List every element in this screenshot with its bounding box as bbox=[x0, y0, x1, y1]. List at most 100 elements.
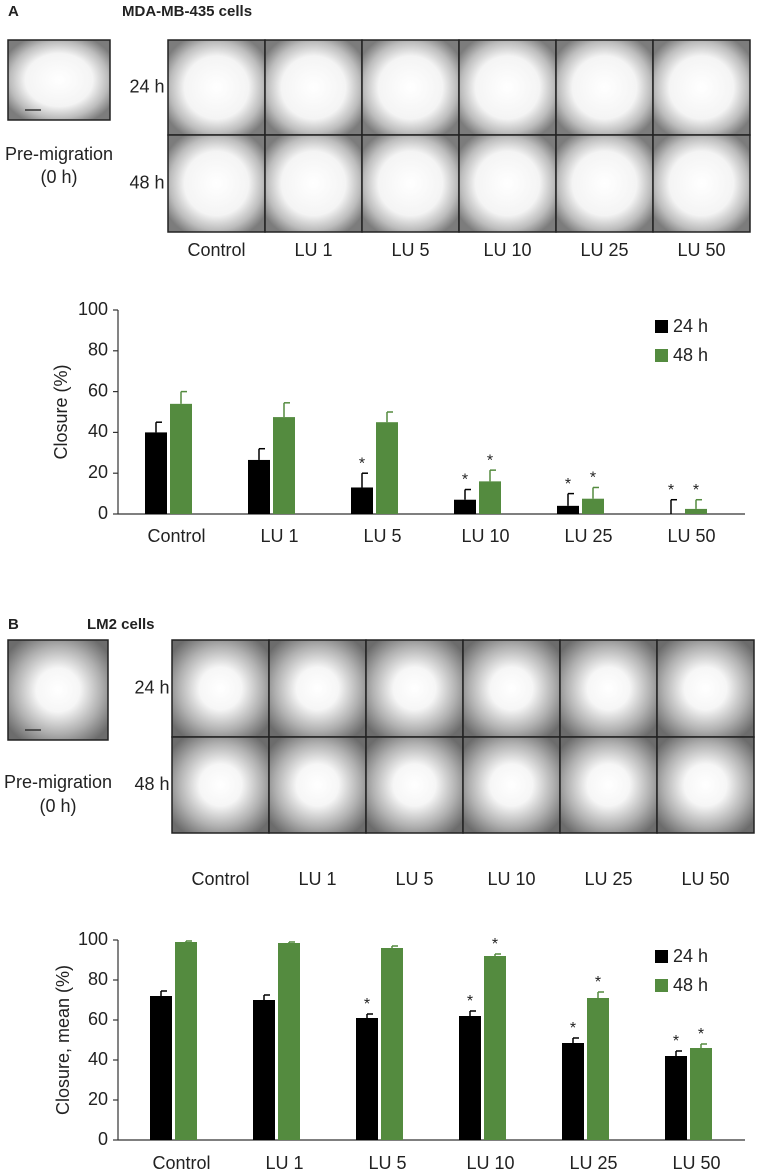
significance-marker: * bbox=[487, 452, 493, 469]
micrograph bbox=[361, 39, 460, 136]
column-label: LU 10 bbox=[483, 240, 531, 260]
x-tick-label: LU 25 bbox=[569, 1153, 617, 1172]
legend-label: 24 h bbox=[673, 946, 708, 966]
column-label: LU 1 bbox=[294, 240, 332, 260]
bar bbox=[557, 505, 579, 514]
x-tick-label: LU 10 bbox=[466, 1153, 514, 1172]
y-tick-label: 80 bbox=[88, 969, 108, 989]
bar bbox=[459, 1016, 481, 1140]
significance-marker: * bbox=[673, 1033, 679, 1050]
column-label: LU 5 bbox=[395, 869, 433, 889]
bar bbox=[278, 943, 300, 1140]
y-tick-label: 0 bbox=[98, 1129, 108, 1149]
legend-swatch bbox=[655, 320, 668, 333]
micrograph bbox=[268, 736, 367, 834]
micrograph bbox=[458, 134, 557, 233]
y-tick-label: 40 bbox=[88, 421, 108, 441]
significance-marker: * bbox=[693, 482, 699, 499]
micrograph bbox=[264, 134, 363, 233]
bar bbox=[376, 422, 398, 514]
bar bbox=[351, 487, 373, 514]
significance-marker: * bbox=[595, 974, 601, 991]
column-label: LU 1 bbox=[298, 869, 336, 889]
row-label: 48 h bbox=[129, 172, 164, 192]
legend-swatch bbox=[655, 349, 668, 362]
y-tick-label: 20 bbox=[88, 1089, 108, 1109]
y-tick-label: 100 bbox=[78, 929, 108, 949]
panel-label: A bbox=[8, 3, 19, 20]
micrograph bbox=[555, 134, 654, 233]
micrograph bbox=[559, 639, 658, 738]
column-label: Control bbox=[191, 869, 249, 889]
bar bbox=[356, 1018, 378, 1140]
micrograph bbox=[555, 39, 654, 136]
column-label: LU 5 bbox=[391, 240, 429, 260]
micrograph bbox=[268, 639, 367, 738]
pre-migration-time: (0 h) bbox=[40, 167, 77, 187]
x-tick-label: Control bbox=[152, 1153, 210, 1172]
micrograph bbox=[365, 736, 464, 834]
y-axis-label: Closure (%) bbox=[51, 364, 71, 459]
y-tick-label: 60 bbox=[88, 1009, 108, 1029]
bar bbox=[484, 956, 506, 1140]
significance-marker: * bbox=[590, 470, 596, 487]
significance-marker: * bbox=[492, 936, 498, 953]
legend-swatch bbox=[655, 979, 668, 992]
column-label: Control bbox=[187, 240, 245, 260]
bar bbox=[665, 1056, 687, 1140]
bar bbox=[175, 942, 197, 1140]
y-axis-label: Closure, mean (%) bbox=[53, 965, 73, 1115]
bar bbox=[685, 508, 707, 514]
micrograph bbox=[167, 134, 266, 233]
x-tick-label: LU 50 bbox=[667, 526, 715, 546]
column-label: LU 50 bbox=[681, 869, 729, 889]
significance-marker: * bbox=[364, 996, 370, 1013]
y-tick-label: 20 bbox=[88, 462, 108, 482]
bar bbox=[248, 459, 270, 514]
x-tick-label: LU 25 bbox=[564, 526, 612, 546]
micrograph bbox=[365, 639, 464, 738]
x-tick-label: LU 50 bbox=[672, 1153, 720, 1172]
y-tick-label: 0 bbox=[98, 503, 108, 523]
bar bbox=[381, 948, 403, 1140]
x-tick-label: Control bbox=[147, 526, 205, 546]
pre-migration-image bbox=[7, 39, 111, 121]
significance-marker: * bbox=[359, 455, 365, 472]
column-label: LU 10 bbox=[487, 869, 535, 889]
panel-title: LM2 cells bbox=[87, 616, 155, 633]
legend-label: 24 h bbox=[673, 316, 708, 336]
micrograph bbox=[462, 736, 561, 834]
legend-label: 48 h bbox=[673, 975, 708, 995]
column-label: LU 25 bbox=[580, 240, 628, 260]
bar bbox=[145, 432, 167, 514]
bar bbox=[562, 1043, 584, 1140]
micrograph bbox=[559, 736, 658, 834]
significance-marker: * bbox=[565, 476, 571, 493]
column-label: LU 50 bbox=[677, 240, 725, 260]
y-tick-label: 100 bbox=[78, 299, 108, 319]
y-tick-label: 40 bbox=[88, 1049, 108, 1069]
significance-marker: * bbox=[668, 482, 674, 499]
micrograph bbox=[652, 134, 751, 233]
pre-migration-image bbox=[7, 639, 109, 741]
pre-migration-label: Pre-migration bbox=[5, 144, 113, 164]
micrograph bbox=[652, 39, 751, 136]
significance-marker: * bbox=[698, 1026, 704, 1043]
bar bbox=[150, 996, 172, 1140]
micrograph bbox=[361, 134, 460, 233]
x-tick-label: LU 10 bbox=[461, 526, 509, 546]
bar bbox=[454, 499, 476, 514]
micrograph bbox=[167, 39, 266, 136]
panel-title: MDA-MB-435 cells bbox=[122, 3, 252, 20]
panel-label: B bbox=[8, 616, 19, 633]
micrograph bbox=[171, 639, 270, 738]
y-tick-label: 80 bbox=[88, 340, 108, 360]
bar bbox=[273, 417, 295, 514]
row-label: 48 h bbox=[134, 774, 169, 794]
legend-swatch bbox=[655, 950, 668, 963]
column-label: LU 25 bbox=[584, 869, 632, 889]
y-tick-label: 60 bbox=[88, 380, 108, 400]
significance-marker: * bbox=[570, 1020, 576, 1037]
micrograph bbox=[458, 39, 557, 136]
